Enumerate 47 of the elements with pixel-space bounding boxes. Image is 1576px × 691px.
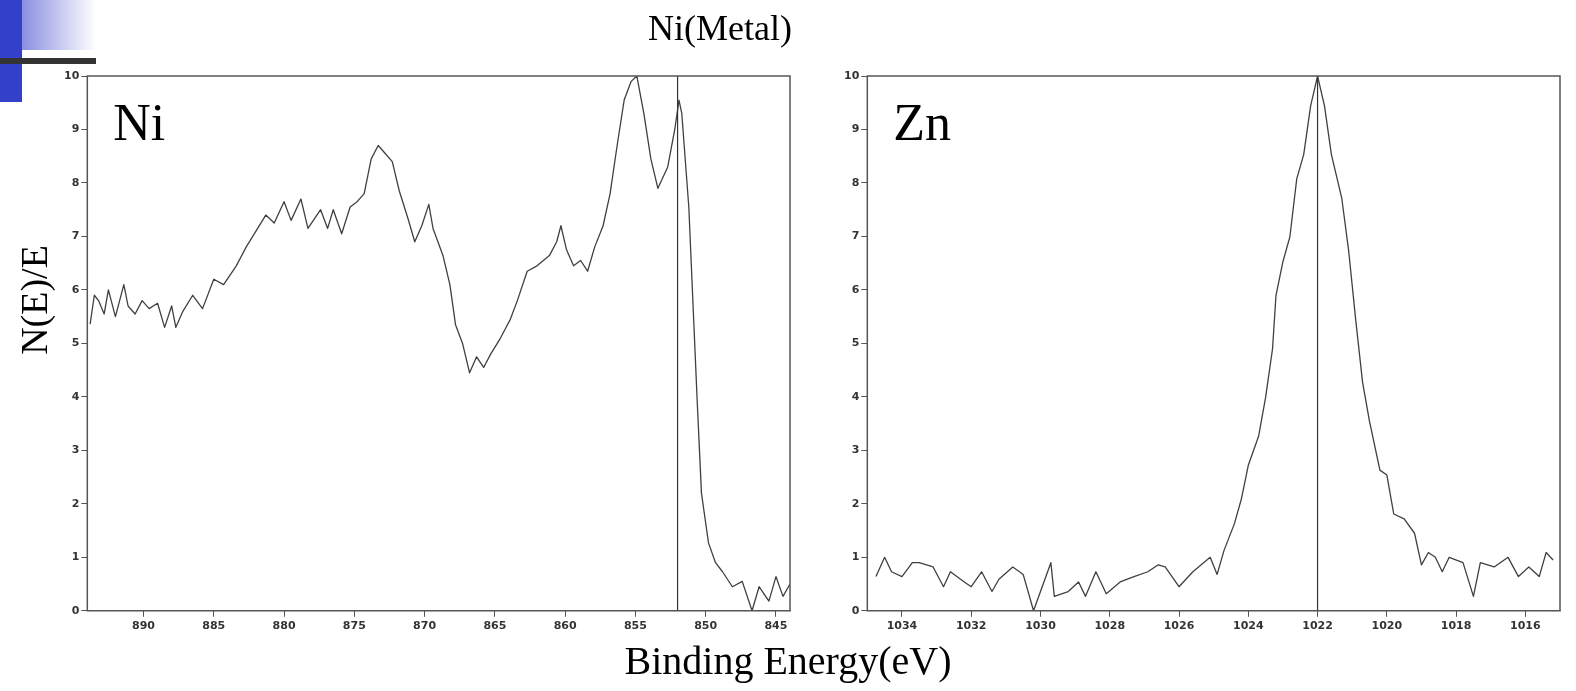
x-tick-label: 890 [132, 619, 156, 633]
x-tick-label: 1018 [1440, 619, 1472, 633]
y-tick-label: 10 [844, 68, 860, 82]
y-tick-label: 8 [71, 175, 80, 189]
y-tick-label: 4 [851, 389, 860, 403]
x-tick-label: 870 [413, 619, 437, 633]
y-tick-label: 7 [851, 229, 860, 243]
x-tick-label: 855 [623, 619, 647, 633]
x-tick-label: 1034 [886, 619, 918, 633]
y-tick-label: 4 [71, 389, 80, 403]
x-tick-label: 875 [342, 619, 366, 633]
chart-title: Zn [893, 93, 952, 151]
y-tick-label: 6 [851, 282, 860, 296]
y-tick-label: 10 [64, 68, 80, 82]
x-tick-label: 880 [272, 619, 296, 633]
x-axis-title: Binding Energy(eV) [623, 637, 953, 685]
y-tick-label: 9 [851, 122, 860, 136]
y-tick-label: 6 [71, 282, 80, 296]
x-tick-label: 1016 [1510, 619, 1542, 633]
chart-title: Ni [113, 93, 166, 151]
x-tick-label: 1026 [1163, 619, 1195, 633]
x-tick-label: 865 [483, 619, 507, 633]
x-tick-label: 860 [553, 619, 577, 633]
x-tick-label: 1028 [1094, 619, 1126, 633]
y-axis-title: N(E)/E [12, 245, 56, 355]
y-tick-label: 0 [71, 603, 80, 617]
y-tick-label: 1 [71, 550, 80, 564]
y-tick-label: 1 [851, 550, 860, 564]
y-tick-label: 0 [851, 603, 860, 617]
text: Ni(Metal) [647, 7, 793, 50]
y-tick-label: 5 [71, 336, 80, 350]
y-tick-label: 5 [851, 336, 860, 350]
y-tick-label: 2 [851, 496, 860, 510]
y-tick-label: 7 [71, 229, 80, 243]
x-tick-label: 845 [764, 619, 788, 633]
x-tick-label: 1024 [1232, 619, 1264, 633]
x-tick-label: 1022 [1302, 619, 1333, 633]
y-tick-label: 3 [851, 443, 860, 457]
x-tick-label: 850 [694, 619, 718, 633]
x-tick-label: 1030 [1025, 619, 1057, 633]
y-tick-label: 3 [71, 443, 80, 457]
x-tick-label: 885 [202, 619, 226, 633]
y-tick-label: 8 [851, 175, 860, 189]
y-tick-label: 9 [71, 122, 80, 136]
y-tick-label: 2 [71, 496, 80, 510]
x-tick-label: 1032 [955, 619, 987, 633]
x-tick-label: 1020 [1371, 619, 1403, 633]
